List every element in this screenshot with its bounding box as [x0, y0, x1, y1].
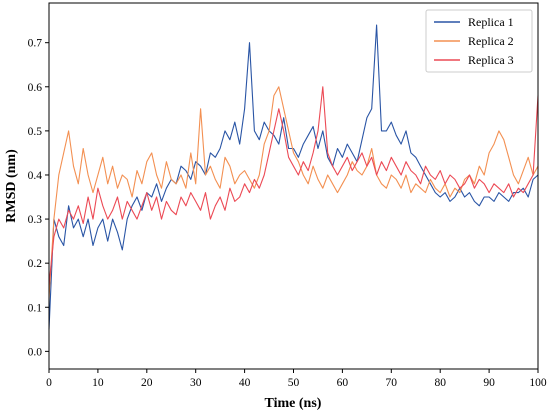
series-line-replica-2	[48, 86, 539, 299]
x-tick-label: 90	[483, 377, 495, 389]
y-tick-label: 0.5	[28, 126, 43, 138]
legend-label-replica-3: Replica 3	[468, 53, 514, 67]
x-tick-label: 60	[337, 377, 349, 389]
legend-label-replica-2: Replica 2	[468, 34, 514, 48]
x-tick-label: 40	[239, 377, 251, 389]
x-tick-label: 20	[141, 377, 153, 389]
x-tick-label: 50	[288, 377, 300, 389]
x-axis-title: Time (ns)	[265, 396, 322, 411]
y-tick-label: 0.0	[28, 346, 43, 358]
x-tick-label: 80	[434, 377, 446, 389]
y-tick-label: 0.1	[28, 302, 43, 314]
y-tick-label: 0.6	[28, 82, 43, 94]
y-tick-label: 0.7	[28, 38, 43, 50]
y-tick-label: 0.2	[28, 258, 43, 270]
legend: Replica 1 Replica 2 Replica 3	[425, 9, 533, 73]
x-tick-label: 10	[92, 377, 104, 389]
x-tick-label: 0	[46, 377, 52, 389]
x-tick-label: 70	[386, 377, 398, 389]
x-axis: 0 10 20 30 40 50 60 70 80 90 100	[46, 369, 547, 389]
series-line-replica-3	[48, 86, 539, 286]
y-tick-label: 0.4	[28, 170, 43, 182]
y-axis-title: RMSD (nm)	[4, 149, 19, 223]
y-axis: 0.0 0.1 0.2 0.3 0.4 0.5 0.6 0.7	[28, 38, 49, 358]
y-tick-label: 0.3	[28, 214, 43, 226]
x-tick-label: 30	[190, 377, 202, 389]
legend-label-replica-1: Replica 1	[468, 15, 514, 29]
series-layer	[48, 24, 539, 330]
legend-box	[425, 9, 533, 73]
series-line-replica-1	[48, 24, 539, 330]
x-tick-label: 100	[529, 377, 547, 389]
